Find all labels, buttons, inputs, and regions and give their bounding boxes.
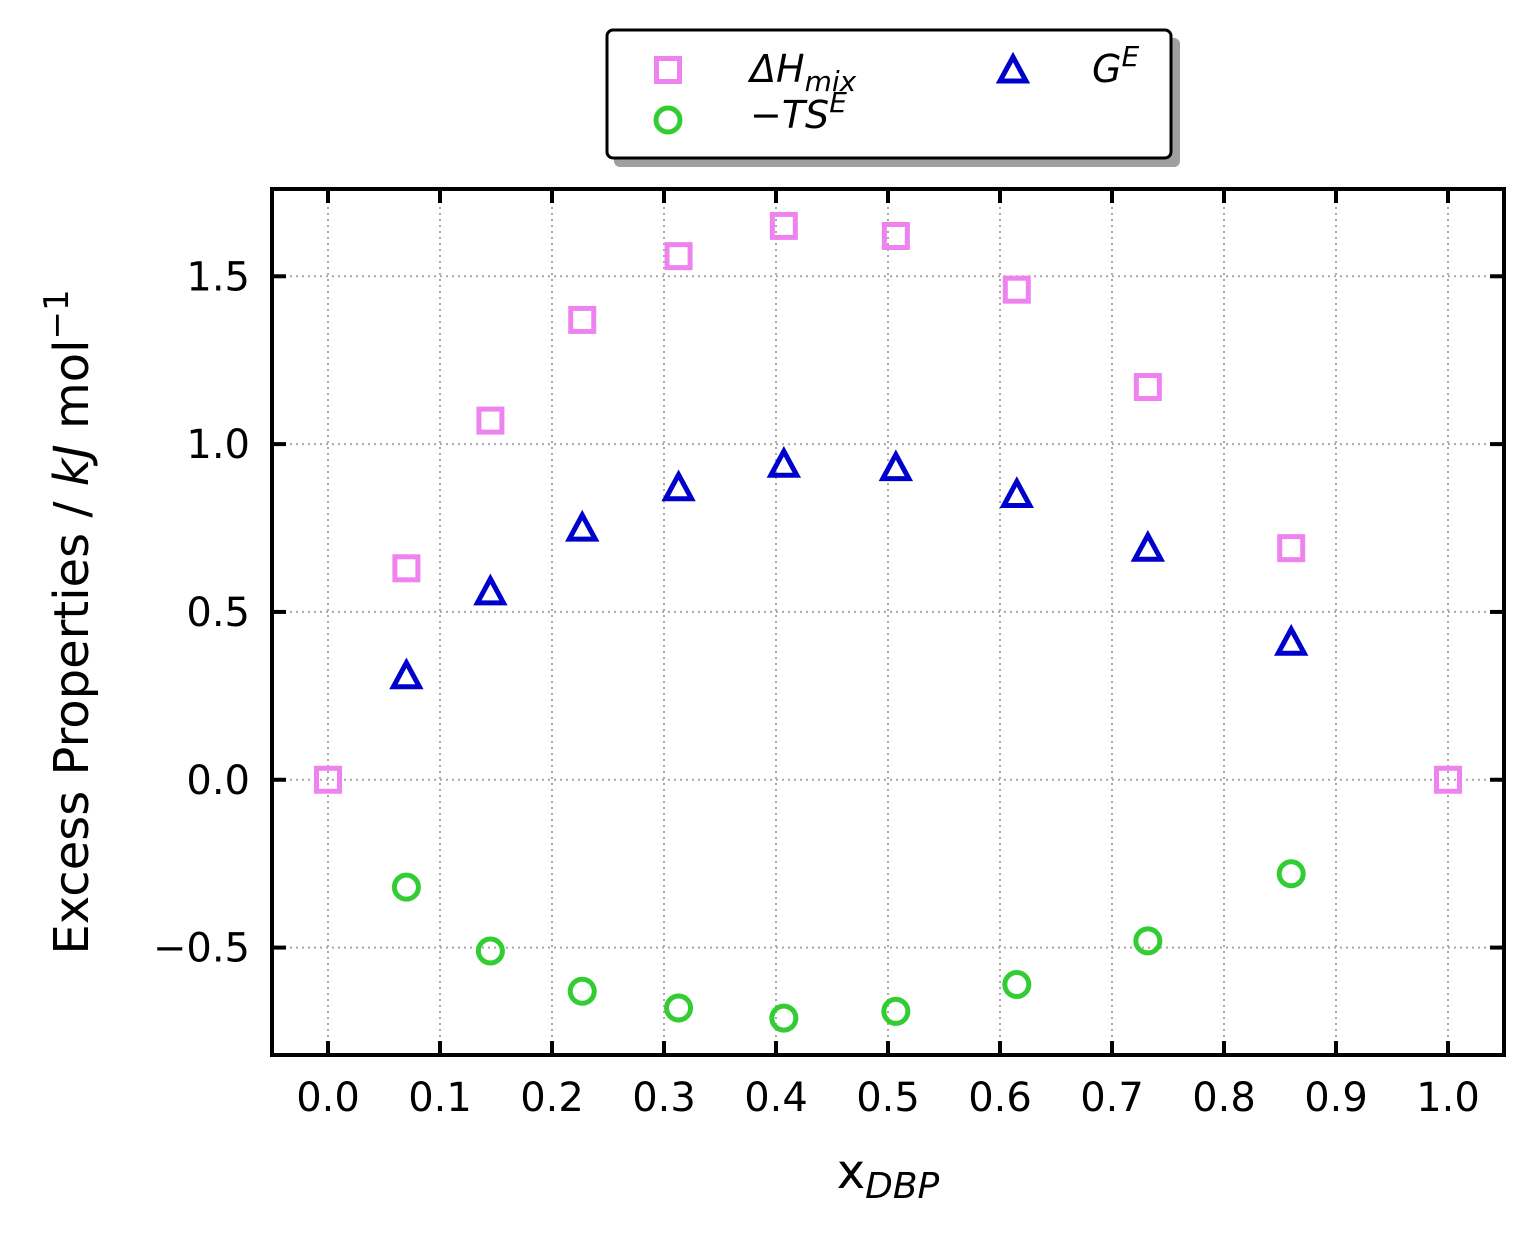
legend-label-sup: E xyxy=(1121,40,1139,73)
triangle-marker xyxy=(1130,529,1166,562)
circle-marker xyxy=(391,872,421,902)
circle-marker xyxy=(475,936,505,966)
square-marker xyxy=(1133,373,1162,402)
triangle-marker xyxy=(473,573,508,606)
triangle-marker xyxy=(1274,623,1309,656)
x-axis-title-sub: DBP xyxy=(865,1166,939,1207)
series-triangle xyxy=(389,445,1309,690)
circle-marker xyxy=(664,993,694,1023)
x-tick-label: 0.9 xyxy=(1304,1075,1368,1121)
y-tick-label: 1.0 xyxy=(186,422,250,468)
y-axis-title: Excess Properties / kJ mol−1 xyxy=(37,289,100,954)
square-marker xyxy=(769,211,798,240)
x-tick-label: 0.6 xyxy=(968,1075,1032,1121)
legend-label-sub: mix xyxy=(805,65,857,98)
y-tick-label: 0.5 xyxy=(186,590,250,636)
circle-marker xyxy=(1133,926,1163,956)
tick-labels: 0.0 0.1 0.2 0.3 0.4 0.5 0.6 0.7 0.8 0.9 1.0 −0.5 0.0… xyxy=(153,254,1480,1121)
data-markers xyxy=(314,211,1462,1033)
legend-marker-square xyxy=(654,56,682,84)
x-tick-label: 0.0 xyxy=(296,1075,360,1121)
circle-marker xyxy=(881,996,911,1026)
y-axis-title-suffix: mol xyxy=(44,340,100,445)
circle-marker xyxy=(1002,970,1032,1000)
y-axis-title-sup: −1 xyxy=(37,289,77,339)
legend-label-main: G xyxy=(1092,47,1121,91)
x-tick-label: 0.8 xyxy=(1192,1075,1256,1121)
square-marker xyxy=(1277,534,1306,563)
square-marker xyxy=(1002,275,1031,304)
y-tick-label: −0.5 xyxy=(153,926,250,972)
triangle-marker xyxy=(661,469,696,502)
circle-marker xyxy=(567,976,597,1006)
legend-label-main: ΔH xyxy=(747,47,805,91)
square-marker xyxy=(1434,765,1462,794)
square-marker xyxy=(314,765,342,794)
legend-label-sup: E xyxy=(829,86,847,119)
legend-marker-triangle xyxy=(995,51,1031,84)
y-axis-title-italic: kJ xyxy=(44,444,100,486)
y-tick-label: 1.5 xyxy=(186,254,250,300)
x-tick-label: 0.5 xyxy=(856,1075,920,1121)
square-marker xyxy=(881,221,910,250)
square-marker xyxy=(392,554,421,583)
legend-label: −TSE xyxy=(750,86,847,137)
series-circle xyxy=(391,859,1306,1033)
square-marker xyxy=(664,242,693,271)
x-tick-label: 0.1 xyxy=(408,1075,472,1121)
triangle-marker xyxy=(878,449,914,482)
x-tick-label: 0.7 xyxy=(1080,1075,1144,1121)
x-tick-label: 0.2 xyxy=(520,1075,584,1121)
x-tick-label: 0.4 xyxy=(744,1075,808,1121)
triangle-marker xyxy=(999,476,1034,508)
square-marker xyxy=(476,406,505,435)
circle-marker xyxy=(769,1003,799,1033)
circle-marker xyxy=(1276,859,1306,889)
x-axis-title-main: x xyxy=(837,1144,865,1200)
triangle-marker xyxy=(565,509,600,542)
x-axis-title: xDBP xyxy=(837,1144,940,1207)
legend-marker-circle xyxy=(653,105,683,135)
legend-box xyxy=(605,28,1173,160)
x-tick-label: 1.0 xyxy=(1416,1075,1480,1121)
square-marker xyxy=(568,305,597,334)
y-tick-label: 0.0 xyxy=(186,758,250,804)
triangle-marker xyxy=(766,445,802,478)
legend-label-main: −TS xyxy=(750,93,829,137)
axis-ticks xyxy=(272,189,1504,1055)
y-axis-title-prefix: Excess Properties / xyxy=(44,486,100,954)
series-square xyxy=(314,211,1462,794)
legend-label: ΔHmix xyxy=(747,47,857,98)
x-tick-label: 0.3 xyxy=(632,1075,696,1121)
legend-label: GE xyxy=(1092,40,1139,91)
triangle-marker xyxy=(389,657,424,690)
grid-lines xyxy=(272,189,1504,1055)
